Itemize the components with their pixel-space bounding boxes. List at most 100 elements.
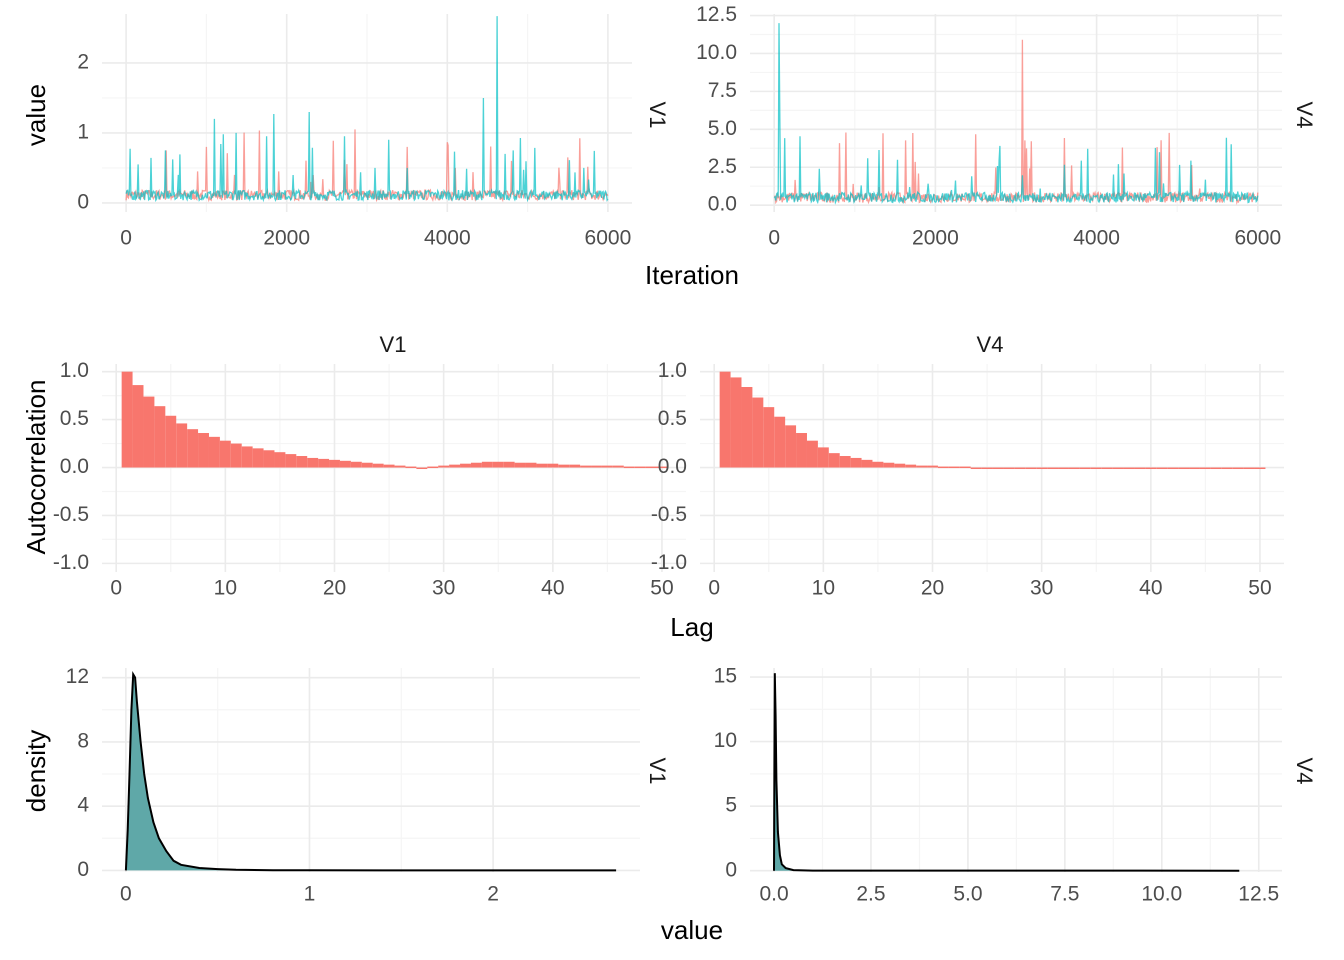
density-v4-x-tick-label: 5.0: [953, 882, 982, 905]
acf-v1-y-tick-label: -0.5: [53, 503, 89, 526]
acf-v4-grid: 0 10 20 30 40 50-1.0-0.50.00.51.0: [651, 359, 1284, 599]
acf-v1-acf-bar: [470, 462, 482, 468]
acf-v4-acf-bar: [817, 447, 829, 468]
acf-v1-acf-bar: [449, 464, 461, 468]
acf-v1-acf-bar: [394, 465, 406, 468]
trace-v1-x-tick-label: 6000: [585, 226, 632, 249]
density-v1-x-tick-label: 0: [120, 882, 132, 905]
density-y-axis-title: density: [21, 730, 51, 812]
acf-v4-acf-bar: [785, 425, 797, 468]
acf-v1-acf-bar: [329, 459, 340, 468]
acf-v4-acf-bar: [1178, 467, 1190, 470]
acf-v1-x-tick-label: 50: [650, 576, 673, 599]
acf-v4-acf-bar: [1243, 467, 1255, 470]
acf-v1-acf-bar: [372, 463, 384, 468]
acf-v4-x-tick-label: 50: [1248, 576, 1271, 599]
density-v1-x-tick-label: 2: [487, 882, 499, 905]
acf-v4-acf-bar: [752, 397, 764, 468]
acf-v1-acf-bar: [296, 456, 308, 468]
acf-v1-acf-bar: [503, 461, 515, 468]
acf-v4-acf-bar: [806, 440, 818, 468]
acf-v1-acf-bar: [241, 446, 253, 468]
acf-v1-acf-bar: [525, 462, 537, 468]
acf-v4-acf-bar: [1068, 467, 1080, 470]
acf-v4-acf-bar: [861, 459, 873, 468]
acf-v4-acf-bar: [1101, 467, 1113, 470]
density-v4-y-tick-label: 15: [714, 665, 737, 688]
acf-v4-acf-bar: [1058, 467, 1069, 470]
acf-v1-facet-label: V1: [380, 332, 407, 357]
acf-v4-acf-bar: [1079, 467, 1091, 470]
acf-v1-acf-bar: [219, 440, 231, 468]
trace-v1-x-tick-label: 4000: [424, 226, 471, 249]
acf-v1-acf-bar: [580, 465, 592, 468]
acf-v4-acf-bar: [1199, 467, 1211, 470]
acf-v4-acf-bar: [959, 466, 971, 469]
trace-v4-x-tick-label: 4000: [1073, 226, 1120, 249]
acf-v1-acf-bar: [208, 436, 220, 468]
acf-v4-acf-bar: [1047, 467, 1059, 470]
trace-v1-chain-2-line: [125, 16, 609, 203]
acf-v1-acf-bar: [132, 385, 144, 468]
acf-v4-acf-bar: [1156, 467, 1168, 470]
trace-v1-grid: 0 2000 4000 6000 0 1 2: [77, 14, 632, 249]
density-v1-y-tick-label: 4: [77, 794, 89, 817]
trace-v1-y-tick-label: 1: [77, 120, 89, 143]
acf-v1-acf-bar: [656, 466, 668, 469]
density-v1-x-tick-label: 1: [304, 882, 316, 905]
acf-v1-acf-bar: [307, 457, 319, 468]
acf-v4-x-tick-label: 10: [812, 576, 835, 599]
density-v1-y-tick-label: 0: [77, 858, 89, 881]
acf-v1-x-tick-label: 40: [541, 576, 564, 599]
density-v4-x-tick-label: 10.0: [1141, 882, 1182, 905]
acf-v1-acf-bar: [405, 466, 417, 469]
density-v1-facet-label: V1: [645, 758, 670, 785]
acf-v4-acf-bar: [1210, 467, 1222, 470]
trace-v4-x-tick-label: 0: [768, 226, 780, 249]
acf-v1-acf-bar: [416, 467, 428, 470]
acf-v4-x-tick-label: 40: [1139, 576, 1162, 599]
acf-v4-acf-bar: [1254, 467, 1266, 470]
acf-v4-acf-bar: [763, 407, 775, 468]
acf-v1-acf-bar: [154, 406, 166, 468]
trace-v4-y-tick-label: 10.0: [696, 41, 737, 64]
acf-v1-acf-bar: [230, 443, 242, 468]
acf-v4-acf-bar: [1025, 467, 1037, 470]
acf-v1-acf-bar: [252, 448, 264, 468]
acf-v4-x-tick-label: 30: [1030, 576, 1053, 599]
trace-v4-grid: 0 2000 4000 6000 0.0 2.5 5.0 7.5 10.0 12.5: [696, 3, 1282, 249]
acf-v1-acf-bar: [623, 466, 635, 469]
acf-v4-acf-bar: [883, 462, 895, 468]
acf-v4-acf-bar: [730, 377, 742, 468]
acf-v1-acf-bar: [612, 465, 624, 468]
density-v4-y-tick-label: 0: [725, 858, 737, 881]
acf-v1-acf-bar: [339, 460, 351, 468]
acf-v1-acf-bar: [187, 429, 199, 468]
acf-v4-acf-bar: [1036, 467, 1048, 470]
acf-v1-acf-bar: [361, 462, 373, 468]
density-v4-y-tick-label: 10: [714, 729, 737, 752]
trace-v4-x-tick-label: 2000: [912, 226, 959, 249]
density-v1-y-tick-label: 12: [66, 665, 89, 688]
acf-v1-acf-bar: [383, 464, 395, 468]
trace-v1-y-tick-label: 0: [77, 190, 89, 213]
acf-v1-acf-bar: [460, 463, 471, 468]
acf-v4-acf-bar: [1090, 467, 1102, 470]
acf-v1-y-tick-label: 0.5: [60, 407, 89, 430]
trace-v4-y-tick-label: 5.0: [708, 117, 737, 140]
acf-v1-acf-bar: [165, 415, 177, 468]
density-v1-density-outline: [124, 671, 617, 872]
acf-v1-acf-bar: [285, 454, 297, 468]
acf-v1-acf-bar: [591, 465, 602, 468]
acf-v4-acf-bar: [1003, 467, 1015, 470]
acf-x-axis-title: Lag: [670, 612, 713, 642]
trace-v4-x-tick-label: 6000: [1234, 226, 1281, 249]
trace-v4-chain-2-line: [773, 23, 1259, 205]
density-v4-density-outline: [773, 673, 1240, 872]
acf-v1-acf-bar: [536, 463, 548, 468]
acf-v4-acf-bar: [948, 466, 960, 469]
density-v4-x-tick-label: 12.5: [1238, 882, 1279, 905]
acf-v4-facet-label: V4: [977, 332, 1004, 357]
